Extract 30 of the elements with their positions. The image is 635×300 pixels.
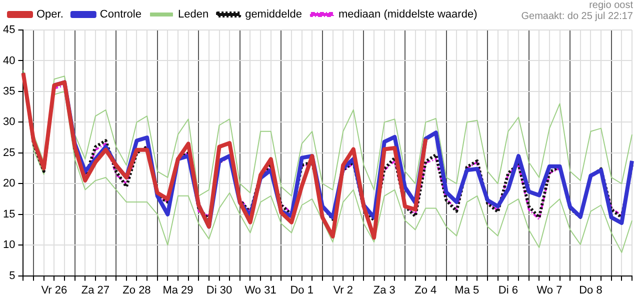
x-tick-label: Za 27 <box>81 284 110 296</box>
x-tick-label: Ma 29 <box>162 284 194 296</box>
legend-label: Leden <box>178 8 209 21</box>
y-tick-label: 10 <box>2 239 16 252</box>
x-tick-label: Di 6 <box>498 284 518 296</box>
x-tick-label: Zo 4 <box>414 284 437 296</box>
x-tick-label: Wo 7 <box>536 284 562 296</box>
x-tick-label: Do 1 <box>290 284 314 296</box>
x-tick-label: Ma 5 <box>454 284 480 296</box>
x-tick-label: Di 30 <box>206 284 232 296</box>
y-tick-label: 35 <box>2 85 16 98</box>
y-tick-label: 25 <box>2 146 16 159</box>
y-tick-label: 45 <box>2 24 16 36</box>
legend-label: mediaan (middelste waarde) <box>338 8 478 21</box>
legend-label: Controle <box>100 8 142 21</box>
text: Gemaakt: do 25 jul 22:17 <box>521 11 633 22</box>
y-tick-label: 30 <box>2 116 16 128</box>
x-tick-label: Wo 31 <box>244 284 276 296</box>
x-tick-label: Vr 26 <box>41 284 68 296</box>
y-tick-label: 15 <box>2 208 16 220</box>
x-tick-label: Zo 28 <box>122 284 151 296</box>
y-tick-label: 40 <box>2 54 16 67</box>
y-tick-label: 20 <box>2 178 16 190</box>
y-tick-label: 5 <box>9 270 16 282</box>
legend-label: gemiddelde <box>245 8 302 21</box>
text: regio oost <box>588 0 633 11</box>
x-tick-label: Do 8 <box>579 284 602 296</box>
x-tick-label: Vr 2 <box>333 284 353 296</box>
x-tick-label: Za 3 <box>373 284 396 296</box>
legend-label: Oper. <box>36 8 64 21</box>
